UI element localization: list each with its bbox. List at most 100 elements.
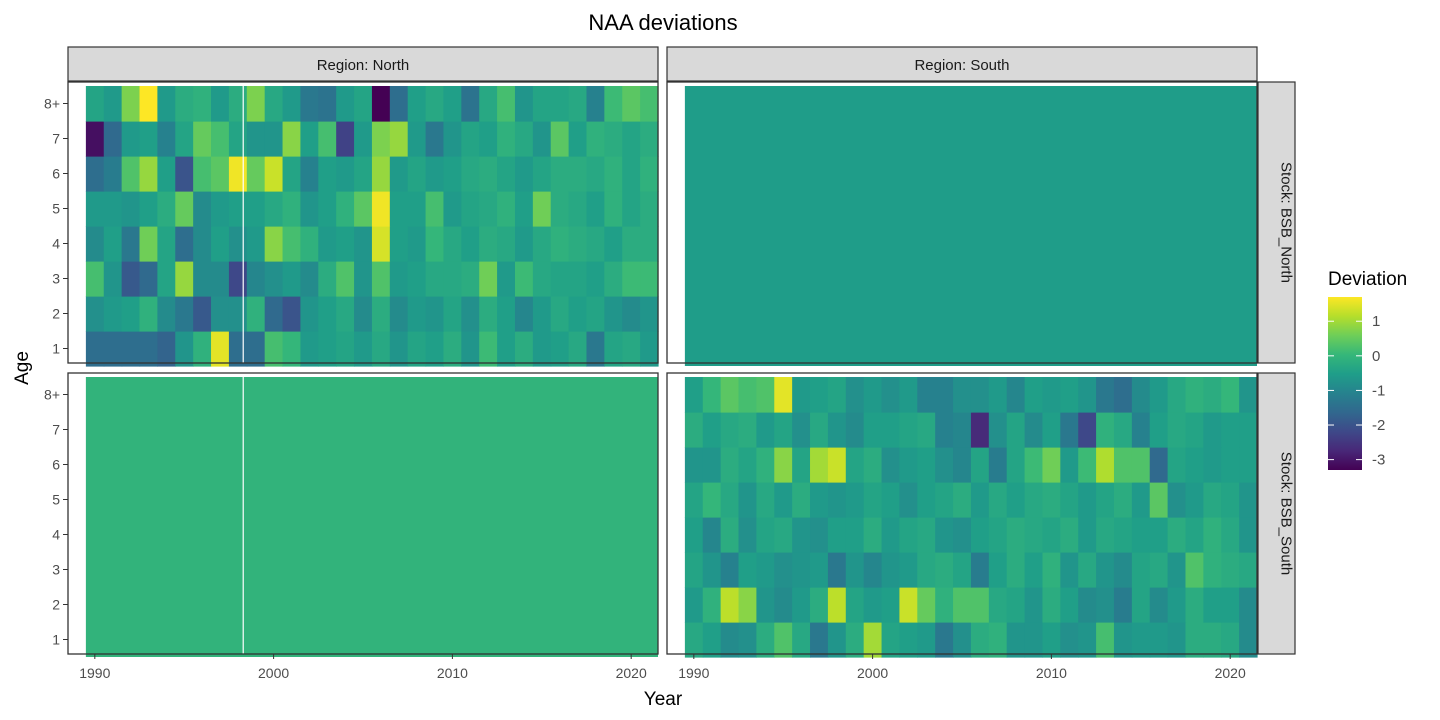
heatmap-cell — [1113, 517, 1133, 553]
heatmap-cell — [720, 377, 740, 413]
heatmap-cell — [175, 121, 194, 157]
heatmap-cell — [1167, 517, 1187, 553]
heatmap-cell — [103, 296, 123, 332]
y-tick-label: 6 — [52, 166, 60, 182]
x-tick-label: 2000 — [857, 665, 888, 681]
heatmap-cell — [139, 191, 158, 227]
heatmap-cell — [792, 412, 811, 448]
y-tick-label: 8+ — [44, 96, 60, 112]
heatmap-cell — [899, 587, 918, 623]
heatmap-cell — [532, 121, 552, 157]
heatmap-cell — [684, 447, 704, 483]
heatmap-cell — [139, 296, 158, 332]
heatmap-cell — [640, 121, 659, 157]
heatmap-cell — [863, 482, 883, 518]
heatmap-cell — [389, 156, 409, 192]
x-tick-label: 1990 — [678, 665, 709, 681]
heatmap-cell — [103, 156, 123, 192]
heatmap-cell — [514, 331, 534, 367]
heatmap-cell — [354, 331, 373, 367]
heatmap-cell — [389, 261, 409, 297]
heatmap-cell — [988, 412, 1008, 448]
legend: Deviation 1 0 -1 -2 -3 — [1328, 269, 1407, 470]
heatmap-cell — [622, 226, 641, 262]
heatmap-cell — [720, 517, 740, 553]
heatmap-cell — [756, 482, 775, 518]
heatmap-cell — [684, 412, 704, 448]
heatmap-cell — [899, 517, 918, 553]
heatmap-cell — [1024, 622, 1044, 658]
heatmap-cell — [810, 447, 829, 483]
heatmap-cell — [1060, 377, 1079, 413]
heatmap-cell — [389, 331, 409, 367]
heatmap-cell — [899, 377, 918, 413]
heatmap-cell — [1167, 447, 1187, 483]
heatmap-cell — [568, 86, 588, 122]
heatmap-cell — [953, 412, 972, 448]
heatmap-cell — [407, 191, 427, 227]
heatmap-cell — [193, 86, 212, 122]
heatmap-cell — [497, 191, 516, 227]
heatmap-cell — [604, 296, 623, 332]
heatmap-cell — [881, 482, 901, 518]
heatmap-cell — [1203, 447, 1222, 483]
heatmap-cell — [988, 587, 1008, 623]
heatmap-cell — [1167, 622, 1187, 658]
panel-south-south — [666, 372, 1258, 658]
heatmap-cell — [318, 86, 337, 122]
heatmap-cell — [640, 86, 659, 122]
heatmap-cell — [389, 226, 409, 262]
heatmap-cell — [1096, 587, 1115, 623]
heatmap-cell — [336, 226, 355, 262]
heatmap-cell — [863, 377, 883, 413]
heatmap-cell — [1185, 377, 1204, 413]
heatmap-cell — [550, 121, 570, 157]
heatmap-cell — [228, 331, 248, 367]
heatmap-cell — [336, 121, 355, 157]
heatmap-cell — [157, 261, 176, 297]
heatmap-cell — [720, 447, 740, 483]
heatmap-cell — [1060, 622, 1079, 658]
heatmap-cell — [514, 121, 534, 157]
heatmap-cell — [1078, 622, 1097, 658]
heatmap-cell — [970, 377, 990, 413]
heatmap-cell — [461, 156, 480, 192]
heatmap-cell — [586, 86, 605, 122]
heatmap-cell — [1113, 482, 1133, 518]
heatmap-cell — [881, 412, 901, 448]
x-tick-label: 2010 — [437, 665, 468, 681]
heatmap-cell — [443, 86, 462, 122]
heatmap-cell — [604, 331, 623, 367]
heatmap-cell — [702, 552, 722, 588]
heatmap-cell — [953, 622, 972, 658]
heatmap-cell — [193, 191, 212, 227]
panel-north-south — [666, 81, 1258, 366]
heatmap-cell — [953, 482, 972, 518]
heatmap-cell — [684, 587, 704, 623]
heatmap-cell — [318, 121, 337, 157]
heatmap-cell — [1060, 412, 1079, 448]
heatmap-cell — [702, 482, 722, 518]
heatmap-cell — [917, 517, 936, 553]
heatmap-cell — [827, 622, 847, 658]
heatmap-cell — [85, 156, 105, 192]
heatmap-cell — [175, 296, 194, 332]
heatmap-cell — [586, 226, 605, 262]
heatmap-cell — [863, 622, 883, 658]
heatmap-cell — [443, 331, 462, 367]
heatmap-cell — [702, 517, 722, 553]
heatmap-cell — [175, 226, 194, 262]
heatmap-cell — [827, 412, 847, 448]
heatmap-cell — [443, 191, 462, 227]
heatmap-cell — [193, 121, 212, 157]
heatmap-cell — [1060, 552, 1079, 588]
heatmap-cell — [881, 377, 901, 413]
heatmap-cell — [1096, 517, 1115, 553]
heatmap-cell — [443, 296, 462, 332]
heatmap-cell — [514, 296, 534, 332]
heatmap-cell — [228, 226, 248, 262]
heatmap-cell — [1131, 587, 1151, 623]
y-tick-label: 5 — [52, 201, 60, 217]
heatmap-cell — [371, 191, 391, 227]
